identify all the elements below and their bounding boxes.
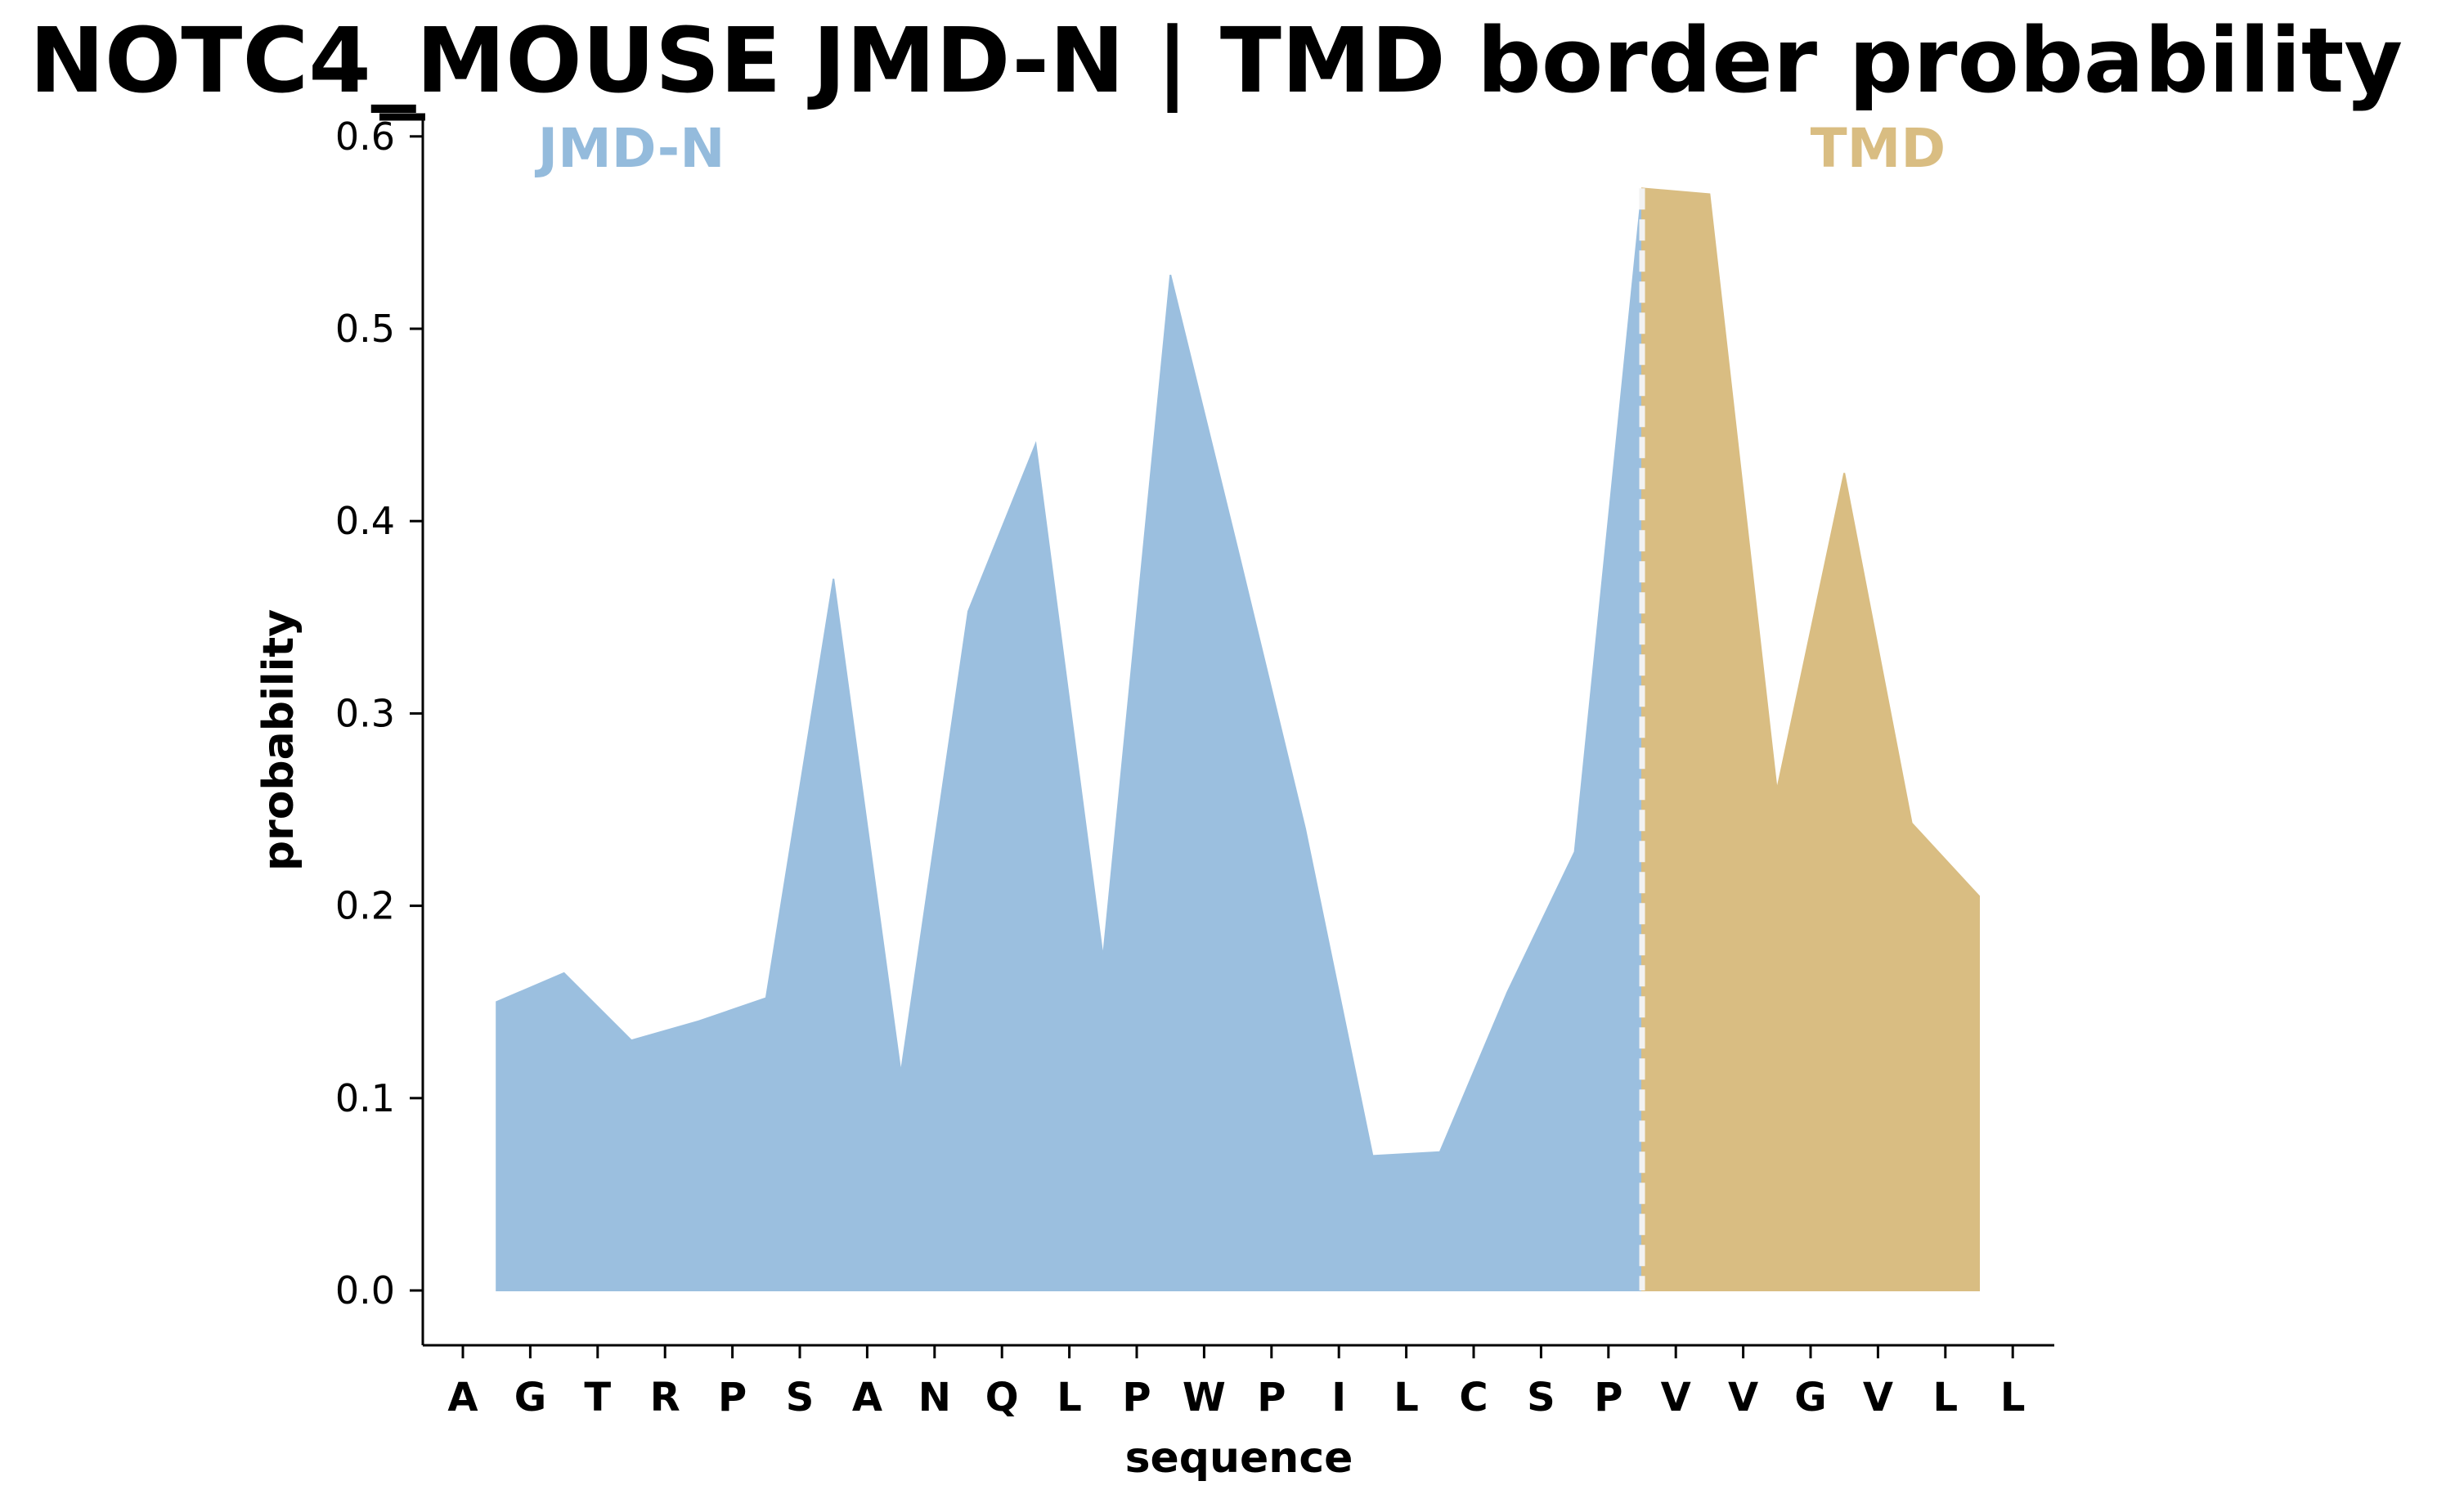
x-axis-label: sequence xyxy=(1125,1434,1353,1483)
y-axis-label: probability xyxy=(254,609,303,871)
y-tick-label: 0.4 xyxy=(335,499,395,543)
x-tick-label: L xyxy=(1933,1375,1959,1420)
x-tick-label: V xyxy=(1863,1375,1893,1420)
x-tick-label: V xyxy=(1661,1375,1691,1420)
area-series-tmd xyxy=(1641,187,1980,1291)
y-tick-label: 0.1 xyxy=(335,1076,395,1120)
x-tick-label: A xyxy=(447,1375,478,1420)
x-tick-label: I xyxy=(1331,1375,1346,1420)
x-tick-label: P xyxy=(1594,1375,1622,1420)
x-tick-label: L xyxy=(2000,1375,2026,1420)
x-tick-label: S xyxy=(1527,1375,1555,1420)
x-tick-label: N xyxy=(918,1375,951,1420)
x-tick-label: T xyxy=(584,1375,611,1420)
region-labels: JMD-N TMD xyxy=(535,117,1946,180)
y-tick-label: 0.2 xyxy=(335,884,395,928)
x-tick-label: V xyxy=(1728,1375,1758,1420)
region-label-tmd: TMD xyxy=(1811,117,1946,180)
x-tick-label: C xyxy=(1459,1375,1488,1420)
y-tick-label: 0.0 xyxy=(335,1268,395,1313)
x-tick-label: P xyxy=(1122,1375,1151,1420)
x-tick-label: A xyxy=(852,1375,882,1420)
y-ticks: 0.0 0.1 0.2 0.3 0.4 0.5 0.6 xyxy=(335,114,423,1313)
y-tick-label: 0.6 xyxy=(335,114,395,159)
x-tick-label: P xyxy=(1257,1375,1286,1420)
y-tick-label: 0.5 xyxy=(335,307,395,351)
chart-areas xyxy=(496,187,1980,1291)
x-tick-label: G xyxy=(1794,1375,1826,1420)
x-tick-label: S xyxy=(786,1375,815,1420)
x-tick-label: P xyxy=(718,1375,747,1420)
x-tick-label: R xyxy=(650,1375,680,1420)
region-label-jmd-n: JMD-N xyxy=(535,117,725,180)
area-series-jmd-n xyxy=(496,188,1643,1291)
x-tick-label: L xyxy=(1394,1375,1419,1420)
chart-title: NOTC4_MOUSE JMD-N | TMD border probabili… xyxy=(29,8,2403,114)
y-tick-label: 0.3 xyxy=(335,691,395,735)
x-tick-label: G xyxy=(514,1375,546,1420)
chart-axes xyxy=(379,113,2054,1347)
x-tick-label: W xyxy=(1183,1375,1226,1420)
x-tick-label: Q xyxy=(985,1375,1019,1420)
x-tick-label: L xyxy=(1057,1375,1082,1420)
